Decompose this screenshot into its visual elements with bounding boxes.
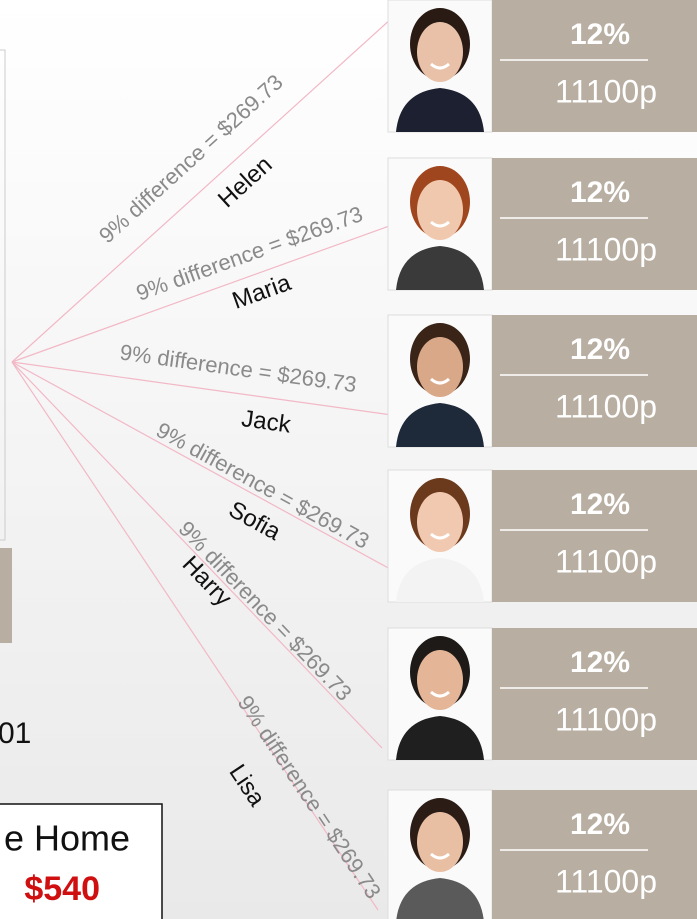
percent: 12%	[570, 176, 630, 209]
percent: 12%	[570, 488, 630, 521]
page: 01 e Home $540 9% difference = $269.73He…	[0, 0, 697, 919]
photo-face	[417, 180, 463, 240]
amount: 11100p	[555, 231, 657, 267]
background	[0, 0, 697, 919]
photo-face	[417, 492, 463, 552]
percent: 12%	[570, 646, 630, 679]
percent: 12%	[570, 333, 630, 366]
percent: 12%	[570, 18, 630, 51]
amount: 11100p	[555, 73, 657, 109]
photo-face	[417, 337, 463, 397]
percent: 12%	[570, 808, 630, 841]
amount: 11100p	[555, 388, 657, 424]
home-title: e Home	[4, 818, 130, 859]
home-value: $540	[24, 870, 100, 908]
photo-face	[417, 812, 463, 872]
photo-face	[417, 22, 463, 82]
left-tan-box	[0, 548, 12, 643]
photo-face	[417, 650, 463, 710]
left-number: 01	[0, 717, 31, 750]
amount: 11100p	[555, 701, 657, 737]
amount: 11100p	[555, 543, 657, 579]
amount: 11100p	[555, 863, 657, 899]
